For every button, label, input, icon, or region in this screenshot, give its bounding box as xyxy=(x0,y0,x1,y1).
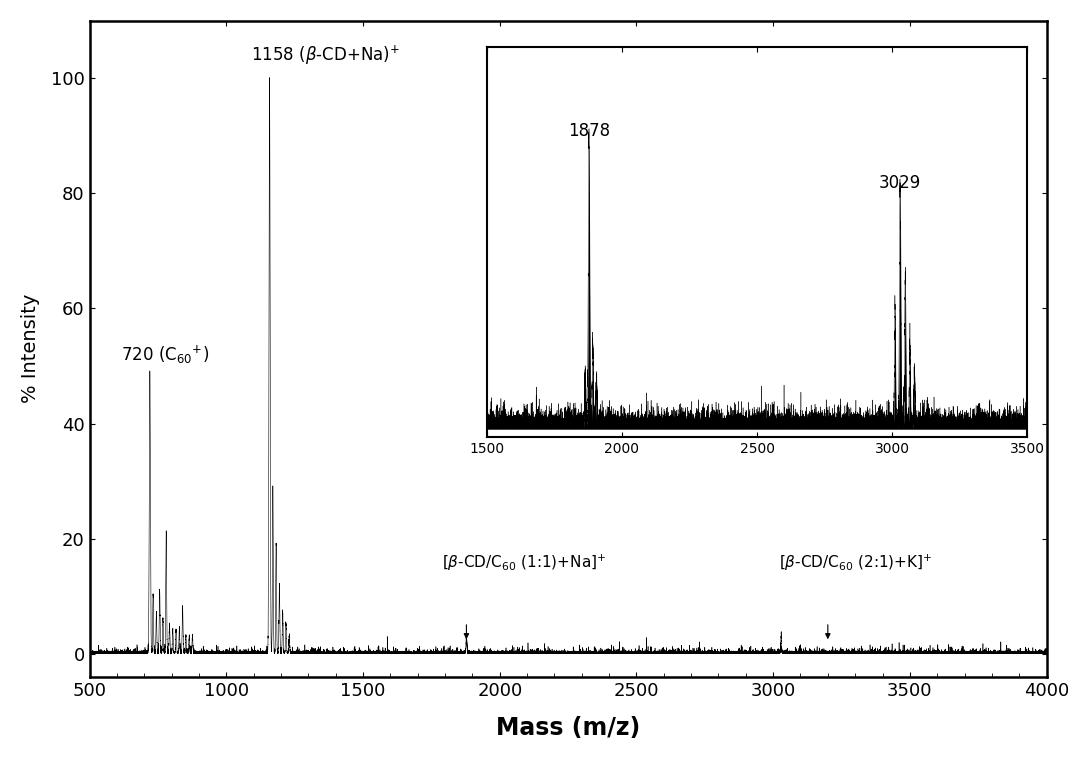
Text: [$\beta$-CD/C$_{60}$ (2:1)+K]$^{+}$: [$\beta$-CD/C$_{60}$ (2:1)+K]$^{+}$ xyxy=(778,552,932,573)
X-axis label: Mass (m/z): Mass (m/z) xyxy=(496,716,640,740)
Text: 720 (C$_{60}$$^{+}$): 720 (C$_{60}$$^{+}$) xyxy=(121,344,209,366)
Text: 1158 ($\beta$-CD+Na)$^{+}$: 1158 ($\beta$-CD+Na)$^{+}$ xyxy=(251,43,400,67)
Text: [$\beta$-CD/C$_{60}$ (1:1)+Na]$^{+}$: [$\beta$-CD/C$_{60}$ (1:1)+Na]$^{+}$ xyxy=(443,552,607,573)
Y-axis label: % Intensity: % Intensity xyxy=(21,294,40,403)
